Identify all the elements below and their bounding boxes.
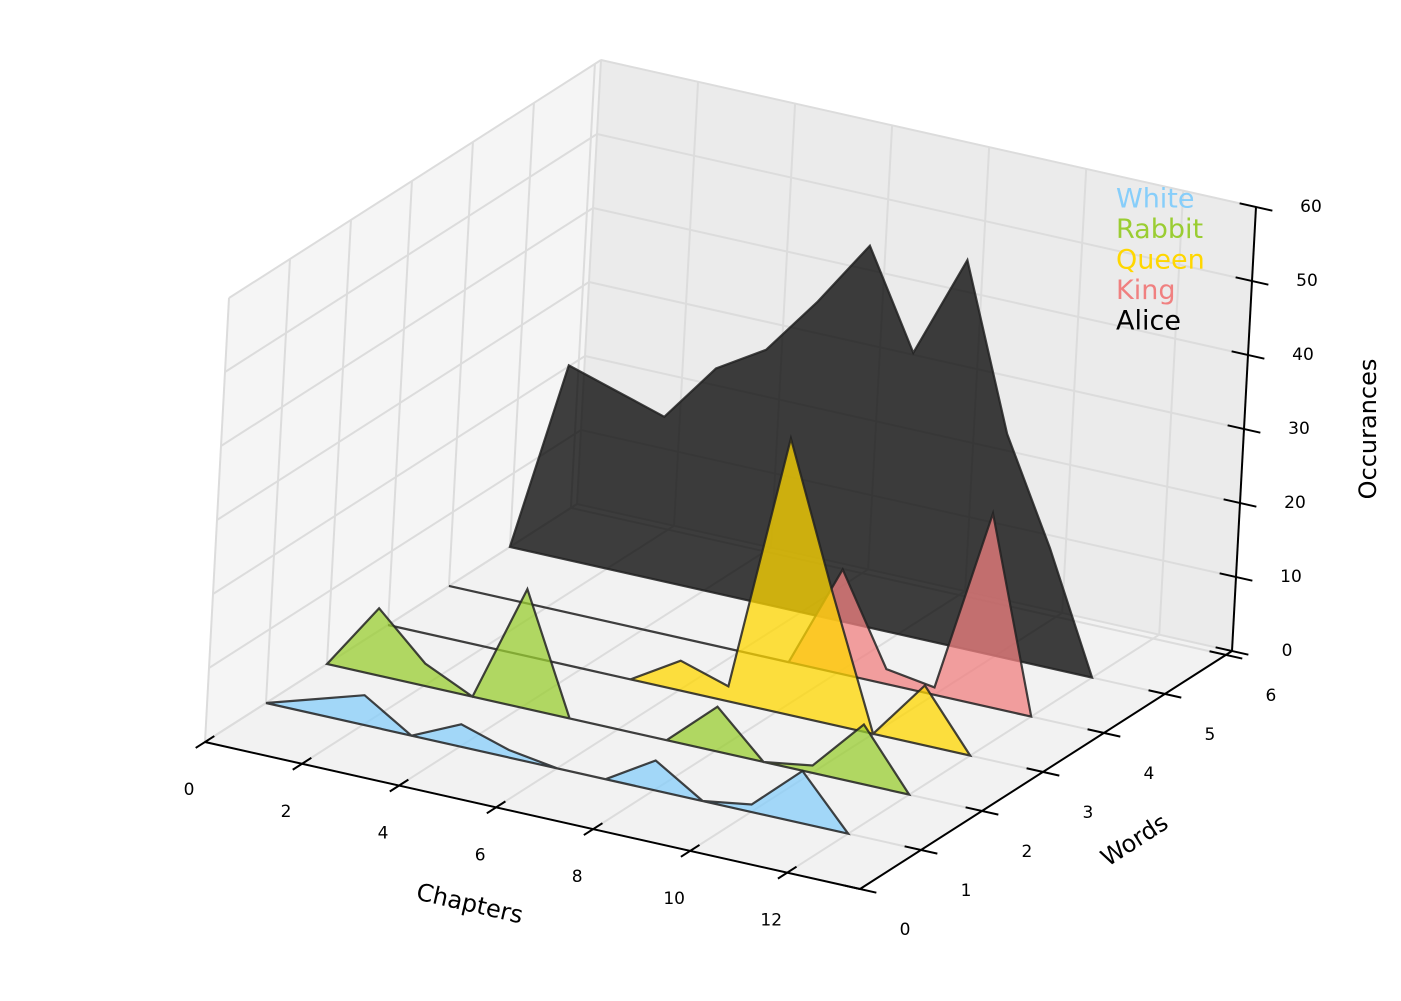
tick-mark — [965, 806, 999, 816]
legend-entry: Queen — [1116, 245, 1205, 276]
tick-mark — [583, 822, 603, 836]
z-tick-label: 40 — [1292, 345, 1314, 365]
z-tick-label: 0 — [1282, 641, 1293, 661]
axes — [195, 202, 1273, 894]
z-tick-label: 30 — [1288, 419, 1310, 439]
tick-mark — [843, 884, 877, 894]
grid-line — [212, 355, 586, 595]
z-tick-label: 20 — [1284, 493, 1306, 513]
y-tick-label: 3 — [1083, 803, 1094, 823]
y-tick-label: 1 — [961, 881, 972, 901]
tick-mark — [389, 778, 409, 793]
legend-entry: Rabbit — [1116, 214, 1203, 245]
y-tick-label: 6 — [1265, 686, 1276, 706]
grid-line — [220, 207, 594, 447]
marks — [265, 243, 1094, 836]
z-tick-label: 60 — [1300, 197, 1322, 217]
tick-mark — [904, 845, 938, 855]
tick-mark — [680, 844, 701, 858]
grid-line — [600, 59, 1257, 208]
x-tick-label: 4 — [378, 824, 389, 844]
x-tick-label: 10 — [663, 889, 685, 909]
x-axis-title: Chapters — [414, 878, 526, 930]
x-axis — [204, 741, 861, 890]
tick-mark — [1235, 276, 1269, 286]
tick-mark — [1215, 646, 1249, 656]
y-tick-label: 5 — [1205, 725, 1216, 745]
z-axis-title: Occurances — [1354, 359, 1382, 500]
x-tick-label: 2 — [281, 802, 292, 822]
tick-mark — [1209, 650, 1243, 660]
tick-mark — [1231, 350, 1265, 360]
x-tick-label: 12 — [760, 911, 782, 931]
tick-mark — [292, 756, 312, 771]
area — [324, 586, 912, 797]
y-tick-label: 2 — [1022, 842, 1033, 862]
y-tick-label: 0 — [900, 920, 911, 940]
area — [508, 243, 1094, 680]
tick-mark — [486, 800, 506, 815]
tick-mark — [1087, 728, 1121, 738]
z-tick-label: 10 — [1280, 567, 1302, 587]
tick-mark — [1239, 202, 1273, 212]
x-tick-label: 0 — [184, 780, 195, 800]
grid-line — [224, 133, 598, 373]
tick-mark — [1227, 424, 1261, 434]
tick-mark — [1223, 498, 1257, 508]
grid-line — [216, 281, 590, 521]
tick-mark — [777, 865, 798, 880]
grid-line — [596, 133, 1253, 282]
area — [265, 694, 851, 836]
tick-mark — [1148, 689, 1182, 699]
tick-mark — [195, 735, 215, 749]
y-axis-title: Words — [1096, 808, 1173, 872]
x-tick-label: 6 — [475, 845, 486, 865]
legend-entry: Alice — [1116, 306, 1181, 337]
grid-line — [208, 429, 582, 669]
legend-entry: King — [1116, 275, 1175, 306]
y-tick-label: 4 — [1144, 764, 1155, 784]
x-tick-label: 8 — [572, 867, 583, 887]
z-tick-label: 50 — [1296, 271, 1318, 291]
tick-mark — [1219, 572, 1253, 582]
grid-line — [228, 59, 602, 299]
tick-mark — [1026, 767, 1060, 777]
grid-line — [592, 207, 1249, 356]
area — [387, 433, 973, 758]
legend-entry: White — [1116, 184, 1195, 215]
